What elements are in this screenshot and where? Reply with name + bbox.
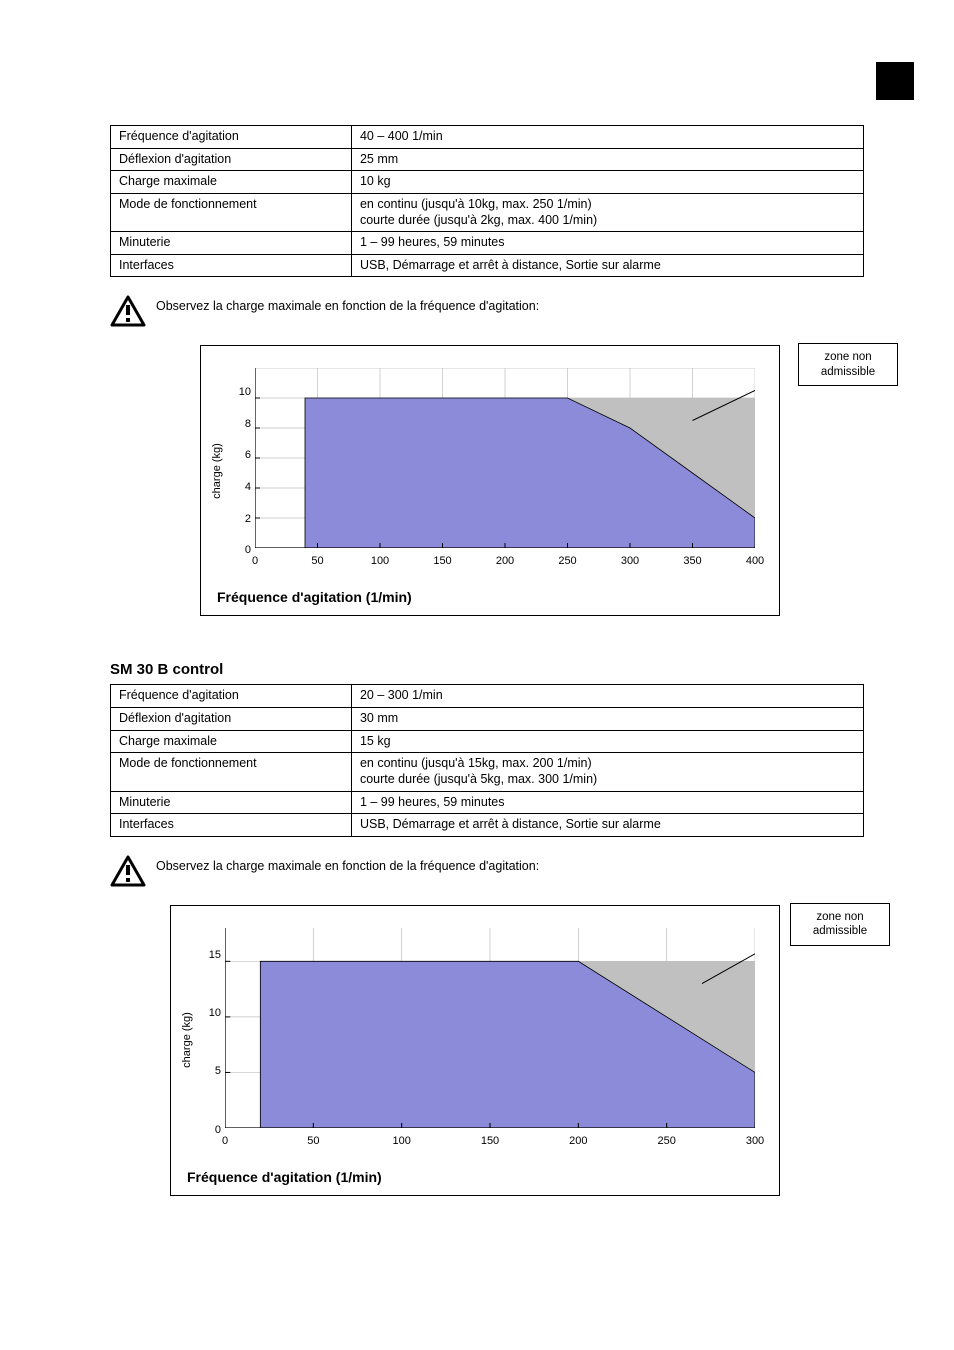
table-row: InterfacesUSB, Démarrage et arrêt à dist…	[111, 254, 864, 277]
axis-tick-label: 400	[746, 555, 764, 567]
table-cell: Minuterie	[111, 232, 352, 255]
chart-2-container: charge (kg) 0 5 10 15 0 50 100 150 200 250 300 Fr…	[170, 905, 780, 1196]
table-cell: Charge maximale	[111, 730, 352, 753]
page: Fréquence d'agitation40 – 400 1/minDéfle…	[0, 0, 954, 1350]
spec-table-2: Fréquence d'agitation20 – 300 1/minDéfle…	[110, 684, 864, 836]
axis-tick-label: 4	[245, 481, 251, 493]
table-row: Charge maximale10 kg	[111, 171, 864, 194]
axis-tick-label: 150	[433, 555, 451, 567]
axis-tick-label: 0	[245, 544, 251, 556]
chart-2-caption: Fréquence d'agitation (1/min)	[185, 1163, 765, 1185]
axis-tick-label: 300	[746, 1135, 764, 1147]
axis-tick-label: 250	[657, 1135, 675, 1147]
table-row: Charge maximale15 kg	[111, 730, 864, 753]
chart-2-x-labels: 050100150200250300	[225, 1135, 755, 1151]
spec-table-1: Fréquence d'agitation40 – 400 1/minDéfle…	[110, 125, 864, 277]
table-cell: USB, Démarrage et arrêt à distance, Sort…	[351, 254, 863, 277]
spec-table-1-body: Fréquence d'agitation40 – 400 1/minDéfle…	[111, 126, 864, 277]
table-cell: Mode de fonctionnement	[111, 753, 352, 791]
axis-tick-label: 0	[222, 1135, 228, 1147]
table-row: Fréquence d'agitation20 – 300 1/min	[111, 685, 864, 708]
table-row: Fréquence d'agitation40 – 400 1/min	[111, 126, 864, 149]
table-row: Déflexion d'agitation30 mm	[111, 708, 864, 731]
page-marker	[876, 62, 914, 100]
table-row: Mode de fonctionnementen continu (jusqu'…	[111, 193, 864, 231]
axis-tick-label: 5	[215, 1065, 221, 1077]
table-cell: Fréquence d'agitation	[111, 685, 352, 708]
table-row: InterfacesUSB, Démarrage et arrêt à dist…	[111, 814, 864, 837]
axis-tick-label: 10	[239, 386, 251, 398]
spec-table-2-body: Fréquence d'agitation20 – 300 1/minDéfle…	[111, 685, 864, 836]
axis-tick-label: 150	[481, 1135, 499, 1147]
chart-1-x-labels: 050100150200250300350400	[255, 555, 755, 571]
axis-tick-label: 15	[209, 949, 221, 961]
table-cell: en continu (jusqu'à 15kg, max. 200 1/min…	[351, 753, 863, 791]
table-cell: 30 mm	[351, 708, 863, 731]
table-cell: 25 mm	[351, 148, 863, 171]
table-cell: Minuterie	[111, 791, 352, 814]
warning-text-2: Observez la charge maximale en fonction …	[156, 855, 539, 873]
axis-tick-label: 6	[245, 449, 251, 461]
table-cell: 1 – 99 heures, 59 minutes	[351, 791, 863, 814]
table-row: Minuterie1 – 99 heures, 59 minutes	[111, 232, 864, 255]
axis-tick-label: 8	[245, 418, 251, 430]
table-row: Mode de fonctionnementen continu (jusqu'…	[111, 753, 864, 791]
table-row: Déflexion d'agitation25 mm	[111, 148, 864, 171]
axis-tick-label: 100	[371, 555, 389, 567]
table-cell: 15 kg	[351, 730, 863, 753]
chart-2-plot	[225, 928, 755, 1128]
warning-icon	[110, 855, 146, 887]
chart-1-svg	[255, 368, 755, 548]
table-cell: Fréquence d'agitation	[111, 126, 352, 149]
axis-tick-label: 10	[209, 1007, 221, 1019]
axis-tick-label: 350	[683, 555, 701, 567]
chart-1-container: charge (kg) 0 2 4 6 8 10 0 50 100 150 200 250 300 35…	[200, 345, 780, 616]
table-cell: 20 – 300 1/min	[351, 685, 863, 708]
chart-1-caption: Fréquence d'agitation (1/min)	[215, 583, 765, 605]
table-cell: en continu (jusqu'à 10kg, max. 250 1/min…	[351, 193, 863, 231]
chart-1-area: charge (kg) 0246810 05010015020025030035…	[215, 358, 765, 583]
warning-text-1: Observez la charge maximale en fonction …	[156, 295, 539, 313]
table-cell: Déflexion d'agitation	[111, 708, 352, 731]
table-cell: 1 – 99 heures, 59 minutes	[351, 232, 863, 255]
axis-tick-label: 300	[621, 555, 639, 567]
chart-1-frame: charge (kg) 0 2 4 6 8 10 0 50 100 150 200 250 300 35…	[200, 345, 780, 616]
chart-1-y-title: charge (kg)	[211, 443, 223, 499]
chart-2-y-labels: 051015	[195, 918, 223, 1128]
warning-row-2: Observez la charge maximale en fonction …	[110, 855, 864, 887]
table-cell: USB, Démarrage et arrêt à distance, Sort…	[351, 814, 863, 837]
axis-tick-label: 0	[215, 1124, 221, 1136]
axis-tick-label: 50	[307, 1135, 319, 1147]
table-cell: Interfaces	[111, 814, 352, 837]
axis-tick-label: 250	[558, 555, 576, 567]
table-cell: 40 – 400 1/min	[351, 126, 863, 149]
chart-2-frame: charge (kg) 0 5 10 15 0 50 100 150 200 250 300 Fr…	[170, 905, 780, 1196]
axis-tick-label: 100	[392, 1135, 410, 1147]
chart-2-svg	[225, 928, 755, 1128]
table-cell: Interfaces	[111, 254, 352, 277]
table-cell: Déflexion d'agitation	[111, 148, 352, 171]
table-cell: Charge maximale	[111, 171, 352, 194]
axis-tick-label: 200	[569, 1135, 587, 1147]
warning-icon	[110, 295, 146, 327]
chart-2-callout: zone nonadmissible	[790, 903, 890, 946]
axis-tick-label: 0	[252, 555, 258, 567]
chart-1-y-labels: 0246810	[225, 358, 253, 548]
chart-2-y-title: charge (kg)	[181, 1012, 193, 1068]
table-row: Minuterie1 – 99 heures, 59 minutes	[111, 791, 864, 814]
chart-1-plot	[255, 368, 755, 548]
chart-1-callout: zone nonadmissible	[798, 343, 898, 386]
chart-2-area: charge (kg) 051015 050100150200250300	[185, 918, 765, 1163]
table-cell: 10 kg	[351, 171, 863, 194]
axis-tick-label: 2	[245, 513, 251, 525]
axis-tick-label: 50	[311, 555, 323, 567]
warning-row-1: Observez la charge maximale en fonction …	[110, 295, 864, 327]
section-heading-2: SM 30 B control	[110, 661, 864, 678]
axis-tick-label: 200	[496, 555, 514, 567]
table-cell: Mode de fonctionnement	[111, 193, 352, 231]
